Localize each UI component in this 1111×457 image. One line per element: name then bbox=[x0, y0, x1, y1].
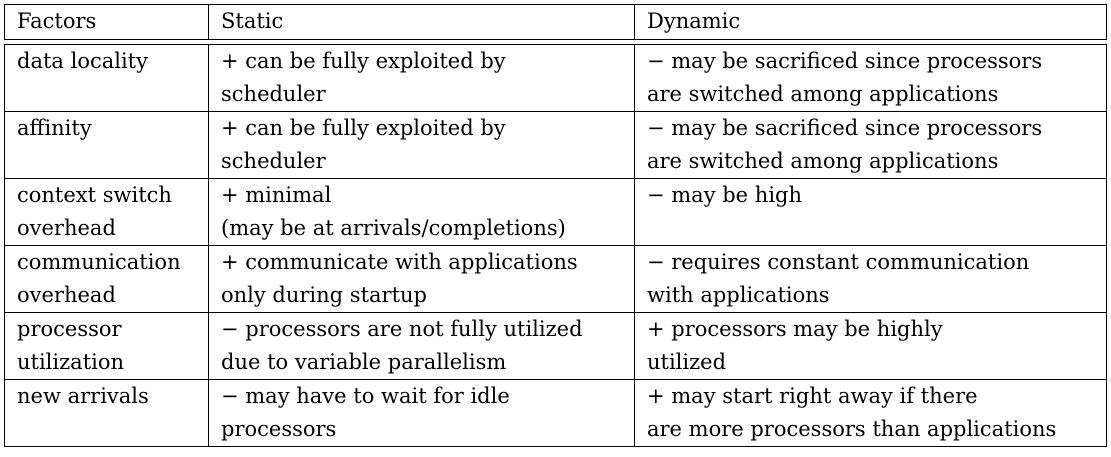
table-row: processor utilization − processors are not… bbox=[4, 312, 1107, 380]
cell-line: + may start right away if there bbox=[647, 384, 978, 408]
cell-line: communication bbox=[17, 250, 181, 274]
cell-dynamic: − requires constant communication with ap… bbox=[634, 245, 1107, 313]
cell-static: + can be fully exploited by scheduler bbox=[208, 44, 635, 112]
cell-line: context switch bbox=[17, 183, 172, 207]
cell-line: + can be fully exploited by bbox=[221, 49, 506, 73]
cell-static: − may have to wait for idle processors bbox=[208, 379, 635, 447]
cell-factor: new arrivals bbox=[4, 379, 209, 447]
cell-line: − may have to wait for idle bbox=[221, 384, 510, 408]
cell-line: overhead bbox=[17, 283, 116, 307]
cell-factor: processor utilization bbox=[4, 312, 209, 380]
cell-static: + communicate with applications only duri… bbox=[208, 245, 635, 313]
table-body: data locality + can be fully exploited by… bbox=[4, 39, 1107, 447]
cell-static: + minimal (may be at arrivals/completions… bbox=[208, 178, 635, 246]
cell-line: (may be at arrivals/completions) bbox=[221, 216, 566, 240]
cell-dynamic: − may be sacrificed since processors are … bbox=[634, 111, 1107, 179]
cell-line: processor bbox=[17, 317, 122, 341]
cell-dynamic: + may start right away if there are more … bbox=[634, 379, 1107, 447]
cell-line: − may be sacrificed since processors bbox=[647, 49, 1043, 73]
cell-line: − may be sacrificed since processors bbox=[647, 116, 1043, 140]
cell-static: − processors are not fully utilized due t… bbox=[208, 312, 635, 380]
cell-line: − requires constant communication bbox=[647, 250, 1030, 274]
table-row: data locality + can be fully exploited by… bbox=[4, 44, 1107, 112]
cell-line: − processors are not fully utilized bbox=[221, 317, 583, 341]
cell-line: are switched among applications bbox=[647, 82, 999, 106]
cell-line: are switched among applications bbox=[647, 149, 999, 173]
cell-line: new arrivals bbox=[17, 384, 149, 408]
cell-line: utilization bbox=[17, 350, 125, 374]
cell-line: overhead bbox=[17, 216, 116, 240]
table-row: communication overhead + communicate with … bbox=[4, 245, 1107, 313]
table-row: context switch overhead + minimal (may be a… bbox=[4, 178, 1107, 246]
cell-line: + can be fully exploited by bbox=[221, 116, 506, 140]
cell-line: are more processors than applications bbox=[647, 417, 1057, 441]
cell-factor: affinity bbox=[4, 111, 209, 179]
header-row: Factors Static Dynamic bbox=[4, 4, 1107, 40]
cell-dynamic: + processors may be highly utilized bbox=[634, 312, 1107, 380]
cell-line: affinity bbox=[17, 116, 92, 140]
cell-factor: data locality bbox=[4, 44, 209, 112]
header-factors: Factors bbox=[4, 4, 209, 40]
cell-factor: communication overhead bbox=[4, 245, 209, 313]
cell-line: data locality bbox=[17, 49, 148, 73]
cell-factor: context switch overhead bbox=[4, 178, 209, 246]
cell-line: utilized bbox=[647, 350, 727, 374]
table-row: new arrivals − may have to wait for idle p… bbox=[4, 379, 1107, 447]
cell-line: + minimal bbox=[221, 183, 332, 207]
header-dynamic: Dynamic bbox=[634, 4, 1107, 40]
cell-dynamic: − may be high bbox=[634, 178, 1107, 246]
cell-line: + communicate with applications bbox=[221, 250, 578, 274]
cell-line: scheduler bbox=[221, 149, 326, 173]
cell-dynamic: − may be sacrificed since processors are … bbox=[634, 44, 1107, 112]
cell-line: processors bbox=[221, 417, 337, 441]
comparison-table: Factors Static Dynamic data locality + ca… bbox=[4, 4, 1107, 447]
cell-line: + processors may be highly bbox=[647, 317, 943, 341]
cell-line: only during startup bbox=[221, 283, 427, 307]
cell-line: − may be high bbox=[647, 183, 802, 207]
cell-line: scheduler bbox=[221, 82, 326, 106]
table-row: affinity + can be fully exploited by sched… bbox=[4, 111, 1107, 179]
cell-line: due to variable parallelism bbox=[221, 350, 507, 374]
header-static: Static bbox=[208, 4, 635, 40]
cell-line: with applications bbox=[647, 283, 830, 307]
cell-static: + can be fully exploited by scheduler bbox=[208, 111, 635, 179]
